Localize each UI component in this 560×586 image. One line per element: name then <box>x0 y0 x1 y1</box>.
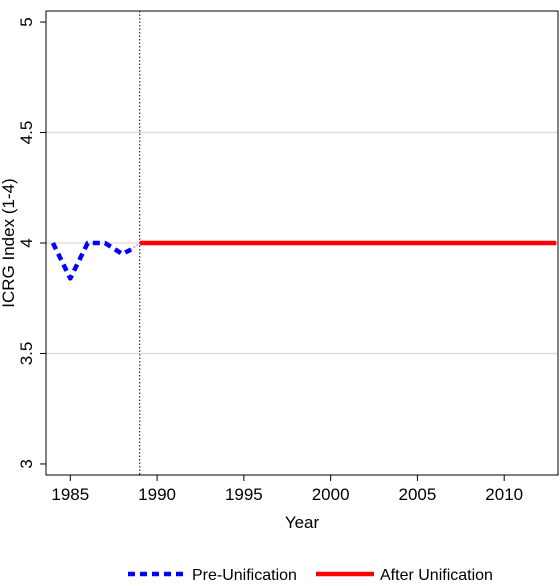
series-connector <box>130 242 141 251</box>
x-axis-title: Year <box>285 513 320 532</box>
y-tick-label: 3.5 <box>17 342 36 366</box>
x-tick-label: 2010 <box>485 485 523 504</box>
y-tick-label: 5 <box>17 17 36 26</box>
y-axis-title: ICRG Index (1-4) <box>0 178 18 307</box>
x-tick-label: 2000 <box>312 485 350 504</box>
x-tick-label: 1985 <box>51 485 89 504</box>
x-axis: 1985 1990 1995 2000 2005 2010 <box>51 475 523 504</box>
x-tick-label: 1995 <box>225 485 263 504</box>
x-tick-label: 1990 <box>138 485 176 504</box>
legend: Pre-Unification After Unification <box>128 567 493 584</box>
legend-label: Pre-Unification <box>192 567 297 584</box>
y-tick-label: 4.5 <box>17 121 36 145</box>
legend-label: After Unification <box>380 567 493 584</box>
x-tick-label: 2005 <box>399 485 437 504</box>
data-series <box>50 240 557 281</box>
y-axis: 3 3.5 4 4.5 5 <box>17 17 46 469</box>
series-line-pre-unification <box>50 240 133 281</box>
y-tick-label: 4 <box>17 238 36 247</box>
y-tick-label: 3 <box>17 459 36 468</box>
